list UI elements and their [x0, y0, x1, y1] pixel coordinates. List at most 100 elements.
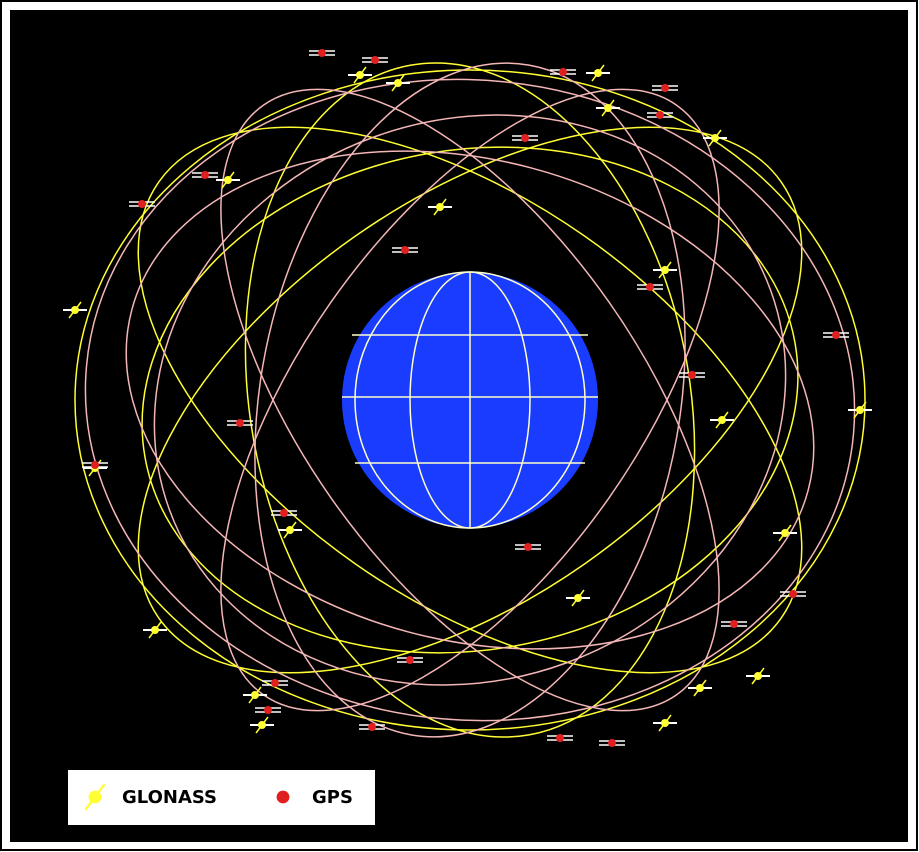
body: [201, 171, 209, 179]
satellites: [63, 49, 872, 747]
body: [661, 719, 669, 727]
gps-satellite: [547, 734, 573, 742]
legend-box: [68, 770, 375, 825]
gps-satellite: [780, 590, 806, 598]
orbit: [141, 146, 799, 654]
body: [138, 200, 146, 208]
gps-satellite: [82, 461, 108, 469]
glonass-satellite: [243, 686, 267, 704]
glonass-satellite: [143, 621, 167, 639]
legend-label: GPS: [312, 787, 353, 808]
body: [594, 69, 602, 77]
body: [401, 246, 409, 254]
body: [556, 734, 564, 742]
glonass-satellite: [596, 99, 620, 117]
gps-satellite: [599, 739, 625, 747]
glonass-satellite: [348, 66, 372, 84]
orbit: [137, 126, 803, 674]
body: [368, 723, 376, 731]
legend: GLONASS GPS: [68, 770, 375, 825]
glonass-satellite: [216, 171, 240, 189]
glonass-satellite: [278, 521, 302, 539]
body: [286, 526, 294, 534]
body: [688, 371, 696, 379]
glonass-satellite: [428, 198, 452, 216]
body: [151, 626, 159, 634]
gps-satellite: [309, 49, 335, 57]
body: [524, 543, 532, 551]
body: [789, 590, 797, 598]
body: [711, 134, 719, 142]
gps-satellite: [192, 171, 218, 179]
orbit: [220, 88, 720, 712]
gps-satellite: [262, 679, 288, 687]
legend-icon-gps: [262, 790, 304, 804]
body: [781, 529, 789, 537]
body: [754, 672, 762, 680]
glonass-satellite: [688, 679, 712, 697]
earth: [342, 271, 598, 529]
body: [356, 71, 364, 79]
body: [406, 656, 414, 664]
gps-satellite: [721, 620, 747, 628]
glonass-satellite: [386, 74, 410, 92]
body: [271, 679, 279, 687]
gps-satellite: [512, 134, 538, 142]
body: [280, 509, 288, 517]
gps-satellite: [679, 371, 705, 379]
gps-satellite: [392, 246, 418, 254]
glonass-satellite: [746, 667, 770, 685]
glonass-satellite: [566, 589, 590, 607]
gps-satellite: [823, 331, 849, 339]
orbit: [254, 62, 686, 738]
glonass-satellite: [653, 714, 677, 732]
glonass-satellite: [773, 524, 797, 542]
gps-satellite: [647, 111, 673, 119]
body: [318, 49, 326, 57]
glonass-satellite: [848, 401, 872, 419]
gps-satellite: [271, 509, 297, 517]
glonass-satellite: [75, 783, 115, 811]
legend-icon-glonass: [75, 783, 115, 811]
body: [394, 79, 402, 87]
gps-satellite: [637, 283, 663, 291]
glonass-satellite: [653, 261, 677, 279]
orbit: [244, 62, 696, 738]
meridian: [354, 271, 586, 529]
body: [91, 461, 99, 469]
body: [559, 68, 567, 76]
body: [71, 306, 79, 314]
glonass-satellite: [710, 411, 734, 429]
body: [436, 203, 444, 211]
orbit: [153, 114, 787, 686]
body: [236, 419, 244, 427]
glonass-satellite: [250, 716, 274, 734]
orbit: [74, 69, 866, 731]
body: [730, 620, 738, 628]
gps-satellite: [397, 656, 423, 664]
orbit: [137, 126, 803, 674]
glonass-satellite: [63, 301, 87, 319]
body: [574, 594, 582, 602]
orbits: [74, 62, 866, 738]
body: [371, 56, 379, 64]
orbit: [125, 150, 815, 650]
body: [856, 406, 864, 414]
body: [258, 721, 266, 729]
gps-satellite: [129, 200, 155, 208]
body: [276, 790, 290, 804]
glonass-satellite: [703, 129, 727, 147]
glonass-satellite: [586, 64, 610, 82]
body: [646, 283, 654, 291]
body: [661, 84, 669, 92]
body: [656, 111, 664, 119]
body: [608, 739, 616, 747]
body: [661, 266, 669, 274]
gps-satellite: [262, 790, 304, 804]
body: [251, 691, 259, 699]
gps-satellite: [652, 84, 678, 92]
body: [718, 416, 726, 424]
legend-label: GLONASS: [122, 787, 217, 808]
body: [696, 684, 704, 692]
